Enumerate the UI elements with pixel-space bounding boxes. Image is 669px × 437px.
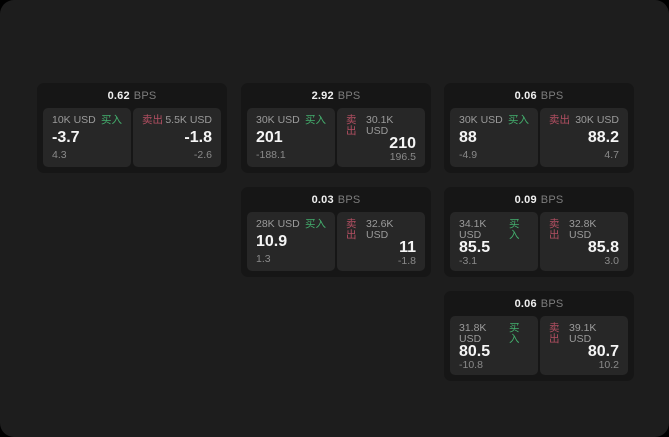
- sell-sub-value: 3.0: [604, 255, 619, 267]
- buy-tag: 买入: [509, 322, 520, 345]
- quote-card: 0.03 BPS 28K USD 买入 10.9 1.3 卖出 32.6K US…: [241, 187, 431, 277]
- bps-unit: BPS: [540, 89, 564, 102]
- sell-panel[interactable]: 卖出 30K USD 88.2 4.7: [540, 108, 628, 167]
- bps-value: 0.06: [514, 89, 537, 102]
- sell-panel[interactable]: 卖出 32.8K USD 85.8 3.0: [540, 212, 628, 271]
- bps-value: 0.09: [514, 193, 537, 206]
- buy-tag: 买入: [305, 218, 326, 230]
- sell-price: 11: [399, 239, 416, 256]
- sell-sub-value: -2.6: [193, 148, 212, 161]
- bps-header: 2.92 BPS: [241, 83, 431, 108]
- sell-amount: 39.1K USD: [568, 322, 597, 345]
- bps-header: 0.06 BPS: [444, 83, 634, 108]
- buy-amount: 10K USD: [52, 114, 96, 126]
- buy-panel[interactable]: 28K USD 买入 10.9 1.3: [247, 212, 335, 271]
- bps-unit: BPS: [133, 89, 157, 102]
- sell-sub-value: -1.8: [397, 255, 416, 267]
- quote-panels: 30K USD 买入 201 -188.1 卖出 30.1K USD 210 1…: [241, 108, 431, 167]
- sell-price: 88.2: [587, 128, 619, 146]
- sell-panel[interactable]: 卖出 39.1K USD 80.7 10.2: [540, 316, 628, 375]
- quote-card: 0.62 BPS 10K USD 买入 -3.7 4.3 卖出 5.5K USD…: [37, 83, 227, 173]
- quote-card: 0.06 BPS 30K USD 买入 88 -4.9 卖出 30K USD 8…: [444, 83, 634, 173]
- buy-sub-value: -10.8: [459, 359, 483, 371]
- bps-header: 0.06 BPS: [444, 291, 634, 316]
- sell-price: 210: [389, 135, 416, 152]
- sell-tag: 卖出: [142, 114, 163, 126]
- sell-sub-value: 10.2: [598, 359, 619, 371]
- sell-price: -1.8: [184, 128, 212, 146]
- sell-amount: 30K USD: [575, 114, 619, 126]
- bps-unit: BPS: [540, 297, 564, 310]
- buy-price: 10.9: [256, 232, 288, 250]
- buy-sub-value: 1.3: [256, 252, 271, 265]
- sell-price: 80.7: [587, 343, 619, 360]
- quote-panels: 30K USD 买入 88 -4.9 卖出 30K USD 88.2 4.7: [444, 108, 634, 167]
- sell-panel[interactable]: 卖出 30.1K USD 210 196.5: [337, 108, 425, 167]
- buy-sub-value: -188.1: [256, 148, 286, 161]
- quote-panels: 31.8K USD 买入 80.5 -10.8 卖出 39.1K USD 80.…: [444, 316, 634, 375]
- buy-panel[interactable]: 34.1K USD 买入 85.5 -3.1: [450, 212, 538, 271]
- buy-tag: 买入: [101, 114, 122, 126]
- sell-panel[interactable]: 卖出 32.6K USD 11 -1.8: [337, 212, 425, 271]
- sell-amount: 32.6K USD: [365, 218, 394, 241]
- buy-panel[interactable]: 30K USD 买入 201 -188.1: [247, 108, 335, 167]
- bps-value: 0.62: [107, 89, 130, 102]
- buy-tag: 买入: [509, 218, 520, 241]
- bps-unit: BPS: [337, 193, 361, 206]
- quote-card: 0.06 BPS 31.8K USD 买入 80.5 -10.8 卖出 39.1…: [444, 291, 634, 381]
- buy-sub-value: -4.9: [459, 148, 478, 161]
- buy-amount: 30K USD: [256, 114, 300, 126]
- quote-card: 2.92 BPS 30K USD 买入 201 -188.1 卖出 30.1K …: [241, 83, 431, 173]
- buy-panel[interactable]: 30K USD 买入 88 -4.9: [450, 108, 538, 167]
- buy-price: 85.5: [459, 239, 491, 256]
- buy-panel[interactable]: 10K USD 买入 -3.7 4.3: [43, 108, 131, 167]
- sell-tag: 卖出: [549, 114, 570, 126]
- bps-value: 0.03: [311, 193, 334, 206]
- quote-card: 0.09 BPS 34.1K USD 买入 85.5 -3.1 卖出 32.8K…: [444, 187, 634, 277]
- sell-amount: 32.8K USD: [568, 218, 597, 241]
- sell-tag: 卖出: [549, 218, 560, 241]
- buy-tag: 买入: [508, 114, 529, 126]
- buy-amount: 31.8K USD: [459, 322, 487, 345]
- sell-panel[interactable]: 卖出 5.5K USD -1.8 -2.6: [133, 108, 221, 167]
- bps-value: 0.06: [514, 297, 537, 310]
- bps-unit: BPS: [337, 89, 361, 102]
- buy-amount: 28K USD: [256, 218, 300, 230]
- sell-tag: 卖出: [346, 114, 357, 137]
- bps-header: 0.62 BPS: [37, 83, 227, 108]
- bps-header: 0.09 BPS: [444, 187, 634, 212]
- sell-sub-value: 4.7: [604, 148, 619, 161]
- sell-price: 85.8: [587, 239, 619, 256]
- sell-tag: 卖出: [549, 322, 560, 345]
- buy-amount: 34.1K USD: [459, 218, 487, 241]
- bps-header: 0.03 BPS: [241, 187, 431, 212]
- buy-price: 201: [256, 128, 283, 146]
- buy-sub-value: 4.3: [52, 148, 67, 161]
- buy-tag: 买入: [305, 114, 326, 126]
- bps-unit: BPS: [540, 193, 564, 206]
- quote-panels: 10K USD 买入 -3.7 4.3 卖出 5.5K USD -1.8 -2.…: [37, 108, 227, 167]
- sell-sub-value: 196.5: [389, 151, 416, 163]
- buy-panel[interactable]: 31.8K USD 买入 80.5 -10.8: [450, 316, 538, 375]
- quote-panels: 34.1K USD 买入 85.5 -3.1 卖出 32.8K USD 85.8…: [444, 212, 634, 271]
- bps-value: 2.92: [311, 89, 334, 102]
- buy-sub-value: -3.1: [459, 255, 478, 267]
- sell-amount: 5.5K USD: [165, 114, 212, 126]
- sell-tag: 卖出: [346, 218, 357, 241]
- buy-price: 88: [459, 128, 477, 146]
- buy-price: 80.5: [459, 343, 491, 360]
- quote-panels: 28K USD 买入 10.9 1.3 卖出 32.6K USD 11 -1.8: [241, 212, 431, 271]
- buy-amount: 30K USD: [459, 114, 503, 126]
- sell-amount: 30.1K USD: [365, 114, 394, 137]
- buy-price: -3.7: [52, 128, 80, 146]
